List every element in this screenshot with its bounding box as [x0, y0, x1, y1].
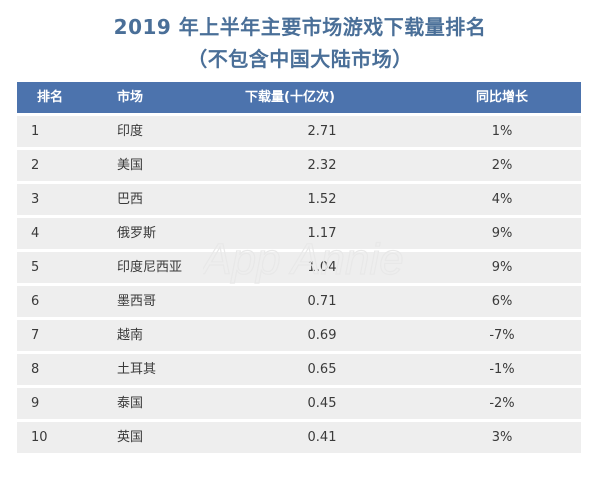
- downloads-cell: 1.17: [307, 226, 337, 241]
- market-cell: 土耳其: [117, 362, 157, 377]
- rank-cell: 5: [31, 260, 40, 275]
- market-cell: 越南: [117, 328, 144, 343]
- table-row: 5 印度尼西亚 1.04 9%: [17, 252, 581, 283]
- page-subtitle: （不包含中国大陆市场）: [187, 47, 413, 71]
- yoy-cell: 2%: [491, 158, 513, 173]
- downloads-cell: 0.41: [307, 430, 337, 445]
- yoy-cell: 1%: [491, 124, 513, 139]
- page-title: 2019 年上半年主要市场游戏下载量排名: [113, 15, 487, 39]
- rank-cell: 3: [31, 192, 40, 207]
- downloads-cell: 0.45: [307, 396, 337, 411]
- yoy-cell: 6%: [491, 294, 513, 309]
- header-market: 市场: [117, 90, 144, 105]
- downloads-cell: 0.65: [307, 362, 337, 377]
- downloads-cell: 1.52: [307, 192, 337, 207]
- table-header: 排名 市场 下载量(十亿次) 同比增长: [17, 82, 581, 113]
- yoy-cell: -2%: [489, 396, 515, 411]
- table-row: 10 英国 0.41 3%: [17, 422, 581, 453]
- table-row: 1 印度 2.71 1%: [17, 116, 581, 147]
- yoy-cell: 9%: [491, 226, 513, 241]
- downloads-cell: 1.04: [307, 260, 337, 275]
- yoy-cell: 9%: [491, 260, 513, 275]
- rank-cell: 8: [31, 362, 40, 377]
- rank-cell: 7: [31, 328, 40, 343]
- table-row: 3 巴西 1.52 4%: [17, 184, 581, 215]
- market-cell: 泰国: [117, 396, 144, 411]
- market-cell: 英国: [117, 430, 144, 445]
- market-cell: 印度尼西亚: [117, 260, 183, 275]
- table-row: 6 墨西哥 0.71 6%: [17, 286, 581, 317]
- rank-cell: 4: [31, 226, 40, 241]
- downloads-cell: 0.69: [307, 328, 337, 343]
- downloads-cell: 2.71: [307, 124, 337, 139]
- table-row: 2 美国 2.32 2%: [17, 150, 581, 181]
- ranking-table: 排名 市场 下载量(十亿次) 同比增长 1 印度 2.71 1% 2 美国 2.…: [17, 82, 581, 453]
- rank-cell: 10: [31, 430, 48, 445]
- table-row: 8 土耳其 0.65 -1%: [17, 354, 581, 385]
- rank-cell: 1: [31, 124, 40, 139]
- yoy-cell: -1%: [489, 362, 515, 377]
- market-cell: 巴西: [117, 192, 144, 207]
- market-cell: 美国: [117, 158, 144, 173]
- yoy-cell: 4%: [491, 192, 513, 207]
- rank-cell: 9: [31, 396, 40, 411]
- rank-cell: 2: [31, 158, 40, 173]
- market-cell: 印度: [117, 124, 144, 139]
- header-rank: 排名: [37, 90, 64, 105]
- yoy-cell: -7%: [489, 328, 515, 343]
- downloads-cell: 0.71: [307, 294, 337, 309]
- table-row: 4 俄罗斯 1.17 9%: [17, 218, 581, 249]
- table-row: 7 越南 0.69 -7%: [17, 320, 581, 351]
- table-row: 9 泰国 0.45 -2%: [17, 388, 581, 419]
- downloads-cell: 2.32: [307, 158, 337, 173]
- rank-cell: 6: [31, 294, 40, 309]
- market-cell: 俄罗斯: [117, 226, 157, 241]
- header-downloads: 下载量(十亿次): [245, 90, 335, 105]
- market-cell: 墨西哥: [117, 294, 157, 309]
- yoy-cell: 3%: [491, 430, 513, 445]
- header-yoy: 同比增长: [475, 90, 528, 105]
